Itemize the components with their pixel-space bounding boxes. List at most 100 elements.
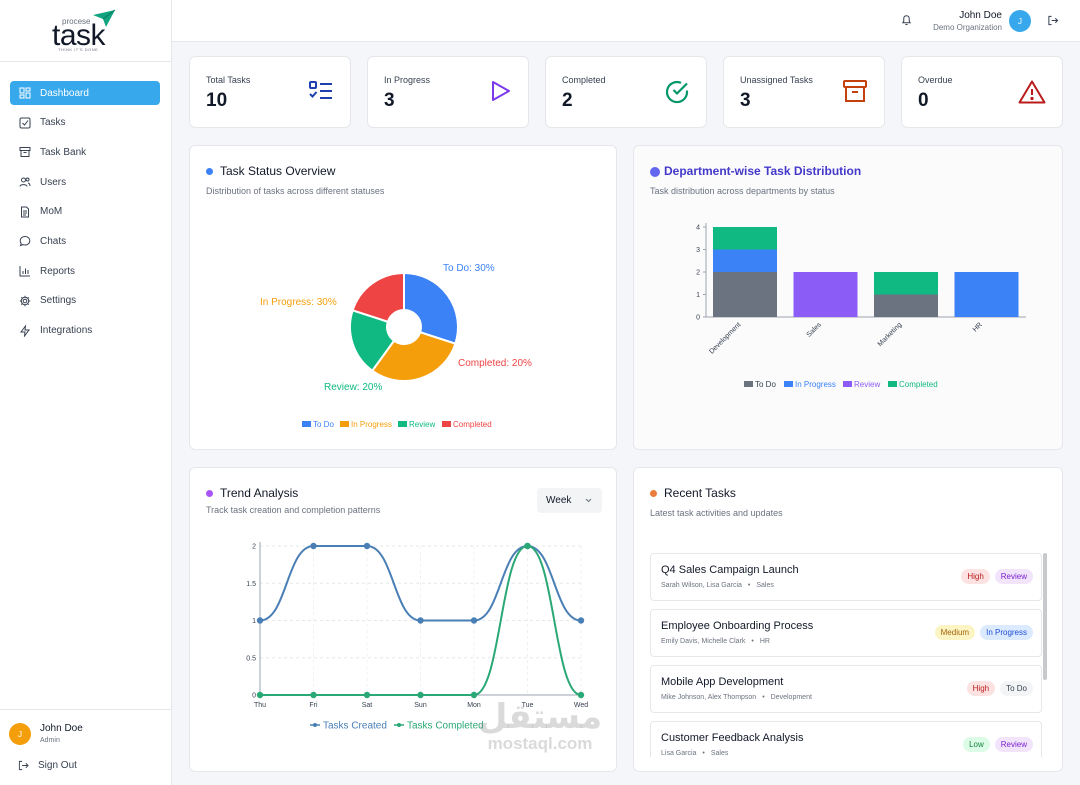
- x-tick-label: Thu: [254, 702, 266, 709]
- pie-slice-label: Completed: 20%: [458, 358, 532, 369]
- bar-segment: [874, 272, 938, 295]
- sidebar-item-task-bank[interactable]: Task Bank: [10, 140, 160, 164]
- task-badges: Medium In Progress: [930, 625, 1033, 640]
- stat-card-in-progress[interactable]: In Progress 3: [367, 56, 529, 128]
- y-tick-label: 1: [252, 618, 256, 625]
- y-tick-label: 2: [252, 544, 256, 551]
- stat-card-completed[interactable]: Completed 2: [545, 56, 707, 128]
- sign-out-icon: [18, 760, 29, 771]
- task-title: Customer Feedback Analysis: [661, 732, 804, 744]
- y-tick-label: 2: [696, 270, 700, 277]
- legend-label: To Do: [755, 380, 776, 389]
- stat-value: 2: [562, 90, 573, 111]
- legend-label: Tasks Completed: [407, 721, 484, 732]
- trend-line-chart: 0 0.5 1 1.5 2 Thu Fri Sat Sun Mon Tue Wed Tasks Crea…: [246, 542, 588, 732]
- x-tick-label: Tue: [522, 702, 534, 709]
- bar-segment: [713, 272, 777, 317]
- document-icon: [21, 206, 29, 218]
- data-point: [524, 542, 531, 550]
- pie-slice-label: Review: 20%: [324, 382, 382, 393]
- stat-card-unassigned[interactable]: Unassigned Tasks 3: [723, 56, 885, 128]
- recent-task-list[interactable]: Q4 Sales Campaign Launch Sarah Wilson, L…: [650, 553, 1042, 757]
- scrollbar[interactable]: [1043, 553, 1047, 680]
- task-department: Sales: [710, 750, 729, 757]
- check-circle-icon: [665, 81, 689, 104]
- card-title: Trend Analysis: [220, 486, 299, 500]
- integrations-icon: [20, 324, 30, 337]
- stat-value: 10: [206, 90, 228, 111]
- brand-logo[interactable]: procese task THINK IT'S DONE: [0, 0, 171, 62]
- x-tick-label: Marketing: [877, 321, 904, 348]
- list-item[interactable]: Mobile App Development Mike Johnson, Ale…: [650, 665, 1042, 713]
- meta-separator: •: [702, 750, 705, 757]
- sidebar-item-mom[interactable]: MoM: [10, 200, 160, 224]
- period-select[interactable]: Week: [537, 488, 602, 513]
- status-badge: To Do: [1000, 681, 1033, 696]
- sidebar-item-reports[interactable]: Reports: [10, 259, 160, 283]
- legend-label: In Progress: [351, 420, 392, 429]
- sidebar-item-users[interactable]: Users: [10, 170, 160, 194]
- list-item[interactable]: Q4 Sales Campaign Launch Sarah Wilson, L…: [650, 553, 1042, 601]
- legend-swatch: [302, 421, 311, 427]
- data-point: [363, 542, 371, 550]
- sidebar-item-label: Settings: [40, 295, 77, 307]
- sidebar-item-label: Dashboard: [40, 87, 89, 99]
- chat-icon: [19, 236, 31, 247]
- legend-label: Completed: [453, 420, 492, 429]
- avatar[interactable]: J: [1009, 10, 1031, 32]
- sign-out-button[interactable]: Sign Out: [18, 760, 77, 771]
- sidebar-item-label: Integrations: [40, 325, 93, 336]
- priority-badge: Medium: [934, 625, 976, 640]
- legend-label: Completed: [899, 380, 938, 389]
- gear-icon: [19, 295, 31, 307]
- task-meta: Emily Davis, Michelle Clark • HR: [661, 638, 770, 645]
- data-point: [577, 617, 585, 624]
- meta-separator: •: [751, 638, 754, 645]
- card-dot: [206, 490, 213, 497]
- task-department: Development: [770, 694, 812, 701]
- data-point: [363, 691, 371, 699]
- sign-out-label: Sign Out: [38, 760, 77, 771]
- priority-badge: High: [961, 569, 990, 584]
- legend-label: Review: [854, 380, 880, 389]
- stat-card-overdue[interactable]: Overdue 0: [901, 56, 1063, 128]
- x-tick-label: Sun: [414, 702, 427, 709]
- meta-separator: •: [762, 694, 765, 701]
- task-meta: Mike Johnson, Alex Thompson • Development: [661, 694, 812, 701]
- legend-label: To Do: [313, 420, 334, 429]
- sidebar-item-tasks[interactable]: Tasks: [10, 111, 160, 135]
- sidebar-item-integrations[interactable]: Integrations: [10, 319, 160, 343]
- logout-icon[interactable]: [1047, 15, 1059, 26]
- legend-swatch: [888, 381, 897, 387]
- legend-label: Review: [409, 420, 435, 429]
- x-tick-label: HR: [972, 321, 984, 333]
- sidebar-item-chats[interactable]: Chats: [10, 229, 160, 253]
- stat-card-total-tasks[interactable]: Total Tasks 10: [189, 56, 351, 128]
- data-point: [310, 691, 317, 699]
- sidebar-item-settings[interactable]: Settings: [10, 289, 160, 313]
- sidebar-item-label: Reports: [40, 265, 76, 277]
- status-badge: Review: [994, 569, 1033, 584]
- task-meta: Sarah Wilson, Lisa Garcia • Sales: [661, 582, 774, 589]
- task-department: HR: [759, 638, 770, 645]
- list-item[interactable]: Customer Feedback Analysis Lisa Garcia • S…: [650, 721, 1042, 757]
- card-dot: [206, 168, 213, 175]
- sidebar-nav: Dashboard Tasks Task Bank Users MoM Chat…: [10, 81, 160, 348]
- list-item[interactable]: Employee Onboarding Process Emily Davis,…: [650, 609, 1042, 657]
- sidebar-item-dashboard[interactable]: Dashboard: [10, 81, 160, 105]
- avatar[interactable]: J: [9, 723, 31, 745]
- priority-badge: Low: [963, 737, 990, 752]
- dashboard-icon: [19, 87, 31, 99]
- sidebar-user-role: Admin: [40, 737, 60, 744]
- brand-tagline: THINK IT'S DONE: [58, 47, 99, 52]
- x-tick-label: Fri: [309, 702, 318, 709]
- legend-swatch: [744, 381, 753, 387]
- sidebar: procese task THINK IT'S DONE Dashboard T…: [0, 0, 172, 785]
- status-pie-chart: To Do: 30% In Progress: 30% Review: 20% Com…: [260, 263, 532, 429]
- topbar-user-name[interactable]: John Doe: [959, 10, 1002, 21]
- play-icon: [492, 81, 510, 101]
- card-subtitle: Latest task activities and updates: [650, 508, 783, 518]
- data-point: [470, 691, 478, 699]
- legend-swatch: [340, 421, 349, 427]
- bell-icon[interactable]: [901, 14, 912, 26]
